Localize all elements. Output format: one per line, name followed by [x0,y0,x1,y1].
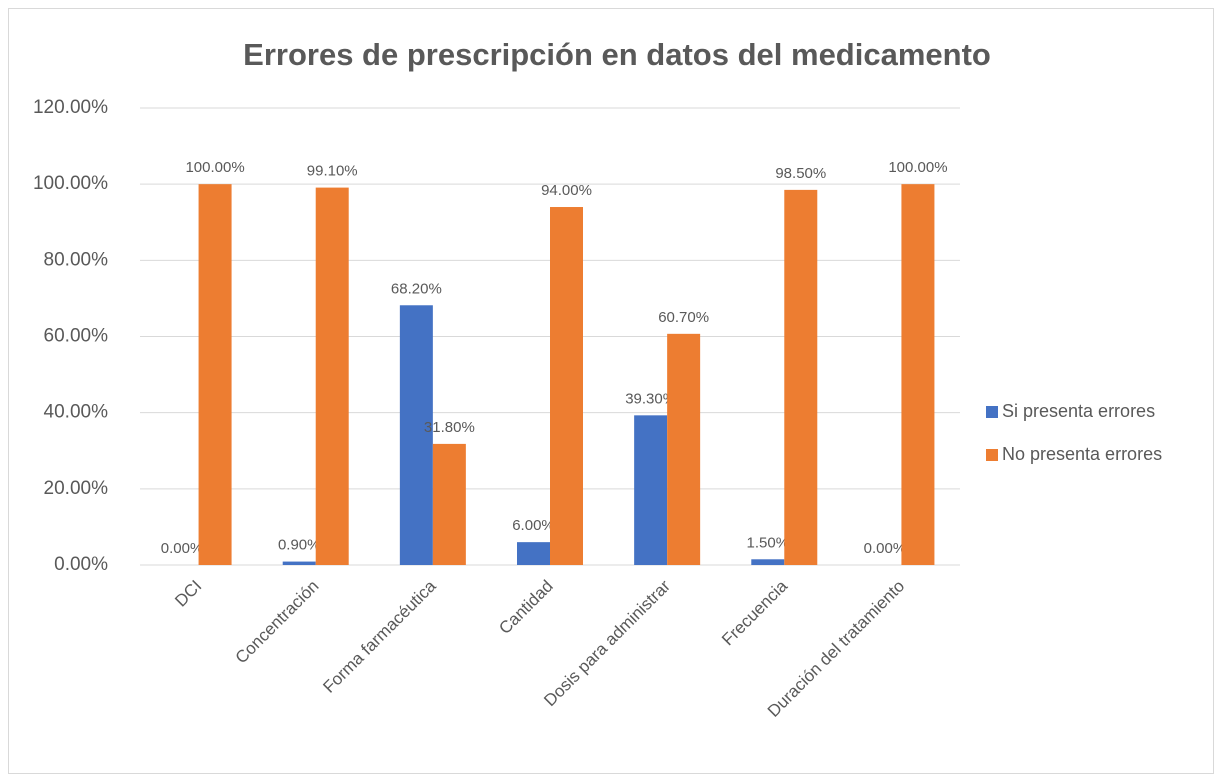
bar [432,443,466,565]
value-label: 1.50% [747,534,790,551]
y-tick-label: 40.00% [44,402,109,423]
value-label: 100.00% [888,159,947,176]
legend-swatch [986,449,998,461]
chart-border [8,8,1214,774]
bar [282,561,316,565]
value-label: 39.30% [625,390,676,407]
bar [198,184,232,565]
y-tick-label: 0.00% [54,554,108,575]
value-label: 0.00% [161,540,204,557]
bar [634,415,668,565]
bar [751,559,785,565]
bar [784,189,818,566]
bar [550,207,583,565]
value-label: 6.00% [512,517,555,534]
value-label: 0.00% [864,540,907,557]
legend-label: No presenta errores [1002,444,1162,464]
y-tick-label: 120.00% [33,97,108,118]
chart-title: Errores de prescripción en datos del med… [243,37,991,72]
bar [667,333,701,565]
value-label: 31.80% [424,419,475,436]
y-tick-label: 20.00% [44,478,109,499]
value-label: 100.00% [185,159,244,176]
value-label: 99.10% [307,163,358,180]
value-label: 0.90% [278,537,321,554]
y-tick-label: 80.00% [44,249,109,270]
value-label: 98.50% [775,165,826,182]
value-label: 68.20% [391,280,442,297]
value-label: 94.00% [541,182,592,199]
legend-label: Si presenta errores [1002,401,1155,421]
bar [901,184,935,565]
bar [315,187,349,565]
y-tick-label: 100.00% [33,173,108,194]
legend-swatch [986,406,998,418]
value-label: 60.70% [658,309,709,326]
bar [517,542,550,565]
y-tick-label: 60.00% [44,326,109,347]
bar [399,305,433,565]
